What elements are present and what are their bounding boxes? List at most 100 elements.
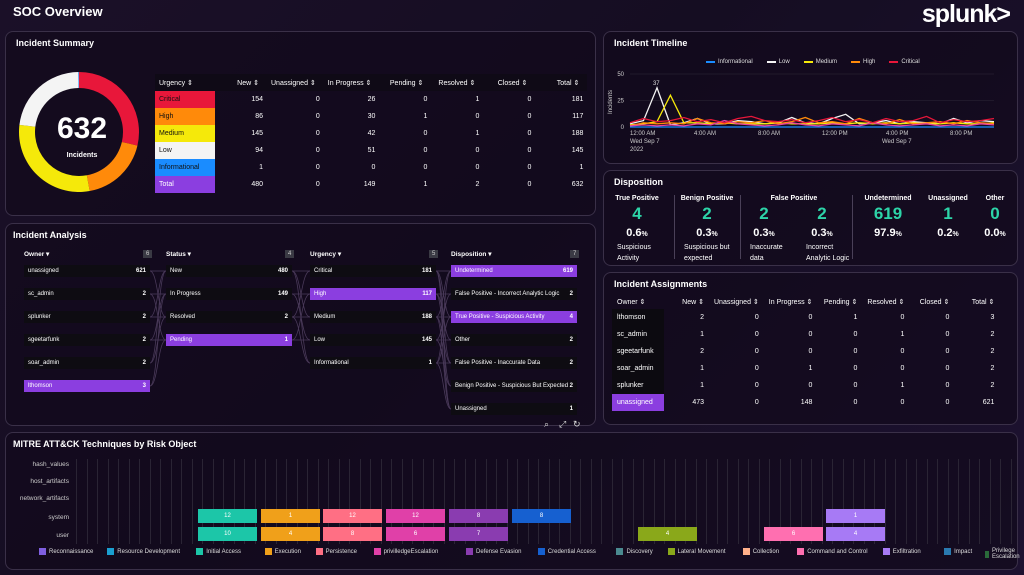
legend-item[interactable]: Persistence: [315, 548, 357, 555]
flow-node[interactable]: Pending 1: [166, 334, 292, 346]
column-header[interactable]: Unassigned ⇕: [267, 74, 324, 91]
column-header[interactable]: Total ⇕: [971, 298, 995, 306]
mitre-bar[interactable]: 10: [198, 527, 257, 541]
legend-item[interactable]: Impact: [944, 548, 972, 555]
legend-item[interactable]: Initial Access: [196, 548, 241, 555]
mitre-bar[interactable]: 1: [261, 509, 320, 523]
urgency-cell[interactable]: Medium: [155, 125, 215, 142]
flow-node[interactable]: New 480: [166, 265, 292, 277]
disposition-value[interactable]: 1: [943, 204, 953, 223]
mitre-bar[interactable]: 6: [386, 527, 445, 541]
mitre-bar[interactable]: 4: [261, 527, 320, 541]
zoom-icon[interactable]: ⌕: [544, 419, 550, 429]
legend-item[interactable]: Credential Access: [537, 548, 596, 555]
flow-node[interactable]: High 117: [310, 288, 436, 300]
column-header-0[interactable]: Owner ▾: [24, 251, 50, 258]
urgency-cell[interactable]: Informational: [155, 159, 215, 176]
urgency-cell[interactable]: Critical: [155, 91, 215, 108]
column-header-2[interactable]: Urgency ▾: [310, 251, 342, 258]
timeline-series[interactable]: [629, 115, 995, 124]
mitre-bar[interactable]: 4: [638, 527, 697, 541]
legend-item[interactable]: privilledgeEscalation: [373, 548, 438, 555]
flow-node[interactable]: sc_admin 2: [24, 288, 150, 300]
flow-node[interactable]: False Positive - Inaccurate Data 2: [451, 357, 577, 369]
flow-node[interactable]: unassigned 621: [24, 265, 150, 277]
mitre-bar[interactable]: 8: [512, 509, 571, 523]
disposition-value[interactable]: 2: [759, 204, 769, 223]
column-header[interactable]: Pending ⇕: [379, 74, 432, 91]
flow-node[interactable]: soar_admin 2: [24, 357, 150, 369]
flow-node[interactable]: Low 145: [310, 334, 436, 346]
column-header[interactable]: Resolved ⇕: [431, 74, 484, 91]
legend-item[interactable]: Execution: [264, 548, 301, 555]
column-header[interactable]: Urgency ⇕: [155, 74, 215, 91]
flow-node[interactable]: sgeetarfunk 2: [24, 334, 150, 346]
mitre-bar[interactable]: 8: [323, 527, 382, 541]
timeline-series[interactable]: [629, 85, 995, 126]
urgency-cell[interactable]: Low: [155, 142, 215, 159]
expand-icon[interactable]: ⤢: [559, 419, 567, 429]
column-header[interactable]: New ⇕: [682, 298, 704, 306]
flow-node[interactable]: False Positive - Incorrect Analytic Logi…: [451, 288, 577, 300]
owner-cell[interactable]: lthomson: [612, 309, 664, 326]
owner-cell[interactable]: sc_admin: [612, 326, 664, 343]
disposition-value[interactable]: 2: [817, 204, 827, 223]
disposition-value[interactable]: 2: [702, 204, 712, 223]
legend-item[interactable]: Defense Evasion: [466, 548, 521, 555]
legend-item[interactable]: Collection: [742, 548, 779, 555]
column-header[interactable]: New ⇕: [215, 74, 267, 91]
legend-item[interactable]: Privilege Escalation: [984, 548, 1023, 560]
flow-node[interactable]: Resolved 2: [166, 311, 292, 323]
legend-item[interactable]: Resource Development: [107, 548, 180, 555]
column-header-3[interactable]: Disposition ▾: [451, 251, 492, 258]
column-header[interactable]: Resolved ⇕: [867, 298, 905, 306]
flow-node[interactable]: lthomson 3: [24, 380, 150, 392]
donut-slice-critical[interactable]: [79, 72, 139, 146]
urgency-cell[interactable]: High: [155, 108, 215, 125]
mitre-bar[interactable]: 1: [826, 509, 885, 523]
column-header[interactable]: Total ⇕: [535, 74, 588, 91]
flow-node[interactable]: Critical 181: [310, 265, 436, 277]
flow-node[interactable]: Unassigned 1: [451, 403, 577, 415]
legend-item[interactable]: Lateral Movement: [667, 548, 726, 555]
flow-node[interactable]: splunker 2: [24, 311, 150, 323]
owner-cell[interactable]: soar_admin: [612, 360, 664, 377]
mitre-bar[interactable]: 12: [198, 509, 257, 523]
column-header[interactable]: In Progress ⇕: [323, 74, 380, 91]
disposition-value[interactable]: 0: [990, 204, 1000, 223]
donut-slice-high[interactable]: [86, 141, 138, 192]
flow-node[interactable]: Informational 1: [310, 357, 436, 369]
column-header[interactable]: Unassigned ⇕: [714, 298, 759, 306]
mitre-bar[interactable]: 6: [764, 527, 823, 541]
owner-cell[interactable]: unassigned: [612, 394, 664, 411]
column-header-1[interactable]: Status ▾: [166, 251, 191, 258]
mitre-bar[interactable]: 8: [449, 509, 508, 523]
legend-item[interactable]: Exfiltration: [882, 548, 921, 555]
timeline-series[interactable]: [629, 116, 995, 127]
column-header[interactable]: Closed ⇕: [483, 74, 536, 91]
owner-cell[interactable]: sgeetarfunk: [612, 343, 664, 360]
mitre-bar[interactable]: 12: [323, 509, 382, 523]
mitre-bar[interactable]: 7: [449, 527, 508, 541]
column-header[interactable]: In Progress ⇕: [768, 298, 813, 306]
refresh-icon[interactable]: ↻: [573, 419, 581, 429]
flow-node[interactable]: In Progress 149: [166, 288, 292, 300]
donut-slice-informational[interactable]: [78, 72, 79, 89]
urgency-cell[interactable]: Total: [155, 176, 215, 193]
legend-item[interactable]: Reconnaissance: [39, 548, 93, 555]
donut-slice-medium[interactable]: [18, 124, 90, 192]
flow-node[interactable]: Undetermined 619: [451, 265, 577, 277]
timeline-series[interactable]: [629, 119, 995, 127]
donut-slice-low[interactable]: [19, 72, 79, 127]
timeline-series[interactable]: [629, 93, 995, 126]
flow-node[interactable]: Medium 188: [310, 311, 436, 323]
disposition-value[interactable]: 619: [873, 204, 903, 223]
disposition-value[interactable]: 4: [632, 204, 642, 223]
column-header[interactable]: Closed ⇕: [919, 298, 950, 306]
flow-node[interactable]: Benign Positive - Suspicious But Expecte…: [451, 380, 577, 392]
mitre-bar[interactable]: 12: [386, 509, 445, 523]
legend-item[interactable]: Discovery: [616, 548, 653, 555]
flow-node[interactable]: True Positive - Suspicious Activity 4: [451, 311, 577, 323]
column-header[interactable]: Owner ⇕: [617, 298, 646, 306]
legend-item[interactable]: Command and Control: [797, 548, 868, 555]
